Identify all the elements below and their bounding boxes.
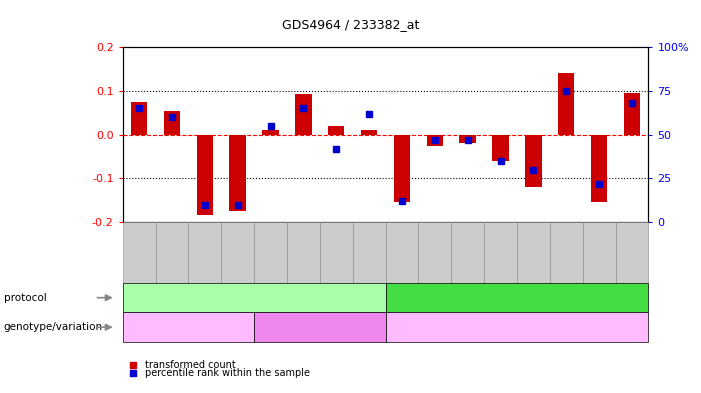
Bar bbox=[295, 94, 312, 134]
Bar bbox=[427, 134, 443, 145]
Text: GDS4964 / 233382_at: GDS4964 / 233382_at bbox=[282, 18, 419, 31]
Text: basal hTERT: basal hTERT bbox=[154, 322, 222, 332]
Bar bbox=[361, 130, 377, 134]
Text: hTERT overexpression: hTERT overexpression bbox=[259, 322, 381, 332]
Text: GSM1019112: GSM1019112 bbox=[200, 227, 210, 278]
Bar bbox=[164, 110, 180, 134]
Bar bbox=[131, 102, 147, 134]
Text: GSM1019103: GSM1019103 bbox=[299, 227, 308, 278]
Text: protocol: protocol bbox=[4, 293, 46, 303]
Text: GSM1019113: GSM1019113 bbox=[233, 227, 242, 278]
Text: percentile rank within the sample: percentile rank within the sample bbox=[145, 368, 310, 378]
Bar bbox=[591, 134, 607, 202]
Text: GSM1019107: GSM1019107 bbox=[562, 227, 571, 278]
Text: GSM1019108: GSM1019108 bbox=[594, 227, 604, 278]
Text: GSM1019104: GSM1019104 bbox=[332, 227, 341, 278]
Text: control: control bbox=[498, 293, 536, 303]
Text: GSM1019111: GSM1019111 bbox=[168, 227, 177, 278]
Text: GSM1019101: GSM1019101 bbox=[496, 227, 505, 278]
Bar bbox=[328, 126, 344, 134]
Bar bbox=[262, 130, 279, 134]
Text: GSM1019098: GSM1019098 bbox=[397, 227, 407, 278]
Text: GSM1019100: GSM1019100 bbox=[463, 227, 472, 278]
Bar bbox=[196, 134, 213, 215]
Bar bbox=[459, 134, 476, 143]
Text: GSM1019099: GSM1019099 bbox=[430, 227, 440, 278]
Text: transformed count: transformed count bbox=[145, 360, 236, 371]
Bar bbox=[525, 134, 542, 187]
Text: telomere elongation: telomere elongation bbox=[198, 293, 311, 303]
Bar bbox=[229, 134, 246, 211]
Text: GSM1019109: GSM1019109 bbox=[627, 227, 637, 278]
Text: basal hTERT: basal hTERT bbox=[483, 322, 551, 332]
Bar bbox=[624, 93, 640, 134]
Text: GSM1019105: GSM1019105 bbox=[365, 227, 374, 278]
Text: GSM1019106: GSM1019106 bbox=[529, 227, 538, 278]
Bar bbox=[492, 134, 509, 161]
Text: genotype/variation: genotype/variation bbox=[4, 322, 102, 332]
Bar bbox=[394, 134, 410, 202]
Text: GSM1019102: GSM1019102 bbox=[266, 227, 275, 278]
Text: GSM1019110: GSM1019110 bbox=[135, 227, 144, 278]
Bar bbox=[558, 73, 575, 134]
